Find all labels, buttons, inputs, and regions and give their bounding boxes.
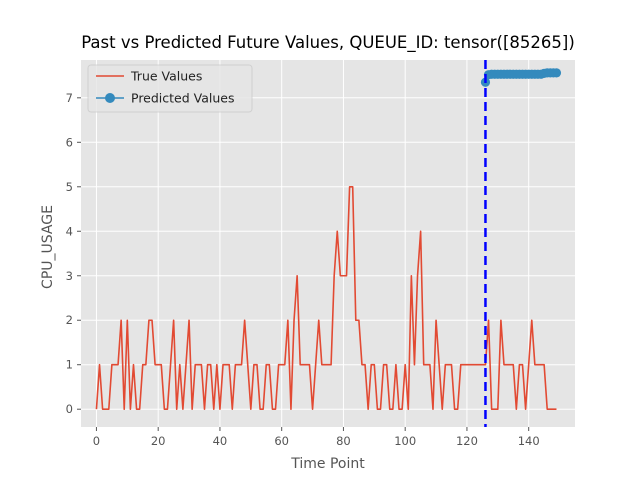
series-layer [95, 68, 562, 411]
y-tick-label: 5 [66, 180, 73, 194]
x-tick-label: 120 [456, 434, 478, 448]
plot-area: 0 20 40 60 80 100 120 140 0 1 2 3 4 5 6 7 [66, 60, 575, 448]
x-tick-label: 0 [93, 434, 100, 448]
chart-title: Past vs Predicted Future Values, QUEUE_I… [81, 33, 575, 53]
y-tick-label: 3 [66, 269, 73, 283]
series-line-true-values [95, 185, 557, 411]
y-tick-label: 4 [66, 224, 73, 238]
x-tick-label: 20 [151, 434, 166, 448]
legend-box [87, 64, 253, 113]
data-point-predicted-values [551, 68, 562, 78]
x-tick-label: 40 [213, 434, 228, 448]
y-tick-label: 7 [66, 91, 73, 105]
y-tick-label: 2 [66, 313, 73, 327]
legend-marker-predicted-values [105, 93, 115, 103]
x-tick-label: 60 [274, 434, 289, 448]
y-axis-label: CPU_USAGE [40, 205, 56, 289]
x-tick-label: 80 [336, 434, 351, 448]
plot-background [81, 60, 575, 427]
y-tick-label: 1 [66, 358, 73, 372]
y-tick-label: 0 [66, 402, 73, 416]
axis-ticks: 0 20 40 60 80 100 120 140 0 1 2 3 4 5 6 7 [66, 91, 540, 448]
x-axis-label: Time Point [290, 456, 365, 472]
x-tick-label: 100 [394, 434, 416, 448]
x-tick-label: 140 [518, 434, 540, 448]
legend-label-true-values: True Values [130, 69, 202, 84]
legend-label-predicted-values: Predicted Values [131, 91, 235, 106]
legend: True Values Predicted Values [87, 64, 253, 113]
y-tick-label: 6 [66, 135, 73, 149]
